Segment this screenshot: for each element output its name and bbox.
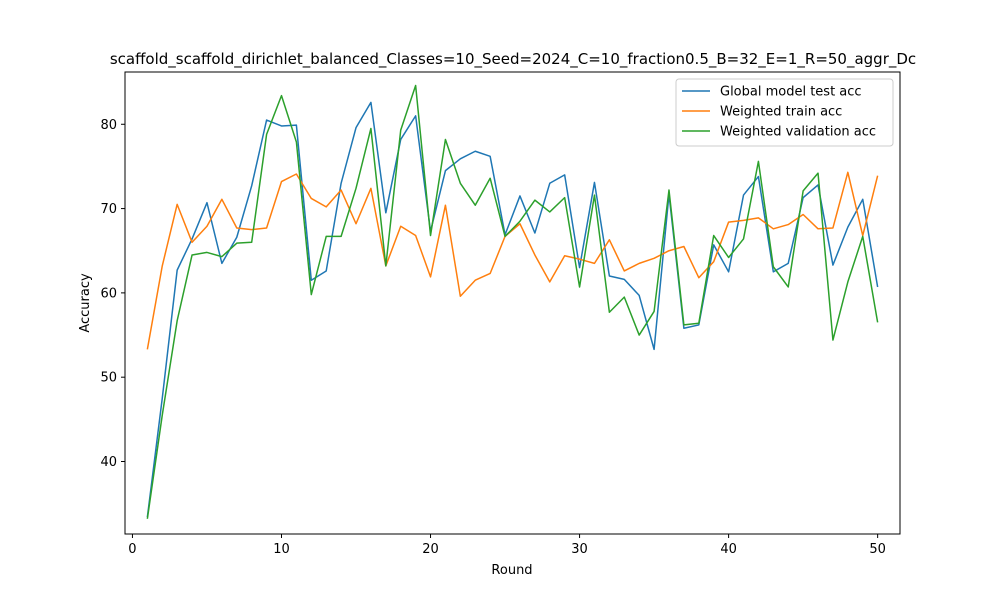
- legend: Global model test acc Weighted train acc W…: [675, 78, 894, 147]
- legend-label-3: Weighted validation acc: [720, 125, 876, 140]
- plot-area: [125, 72, 900, 534]
- x-tick-label: 20: [422, 542, 439, 557]
- y-axis: 40 50 60 70 80: [100, 118, 125, 470]
- y-axis-label: Accuracy: [78, 273, 93, 333]
- x-axis-label: Round: [491, 563, 532, 578]
- legend-label-2: Weighted train acc: [720, 105, 842, 120]
- series-layer: [146, 84, 879, 519]
- legend-box: [675, 78, 894, 147]
- chart-title: scaffold_scaffold_dirichlet_balanced_Cla…: [110, 50, 916, 69]
- series-line-1: [146, 101, 879, 518]
- y-tick-label: 80: [100, 118, 117, 133]
- series-line-2: [146, 171, 879, 350]
- series-line-3: [146, 84, 879, 519]
- x-tick-label: 50: [869, 542, 886, 557]
- plot-frame: [124, 71, 901, 535]
- x-axis: 0 10 20 30 40 50: [128, 534, 886, 557]
- x-tick-label: 40: [720, 542, 737, 557]
- y-tick-label: 40: [100, 455, 117, 470]
- y-tick-label: 50: [100, 371, 117, 386]
- x-tick-label: 30: [571, 542, 588, 557]
- y-tick-label: 70: [100, 202, 117, 217]
- x-tick-label: 0: [128, 542, 136, 557]
- y-tick-label: 60: [100, 286, 117, 301]
- x-tick-label: 10: [273, 542, 290, 557]
- legend-label-1: Global model test acc: [720, 85, 862, 100]
